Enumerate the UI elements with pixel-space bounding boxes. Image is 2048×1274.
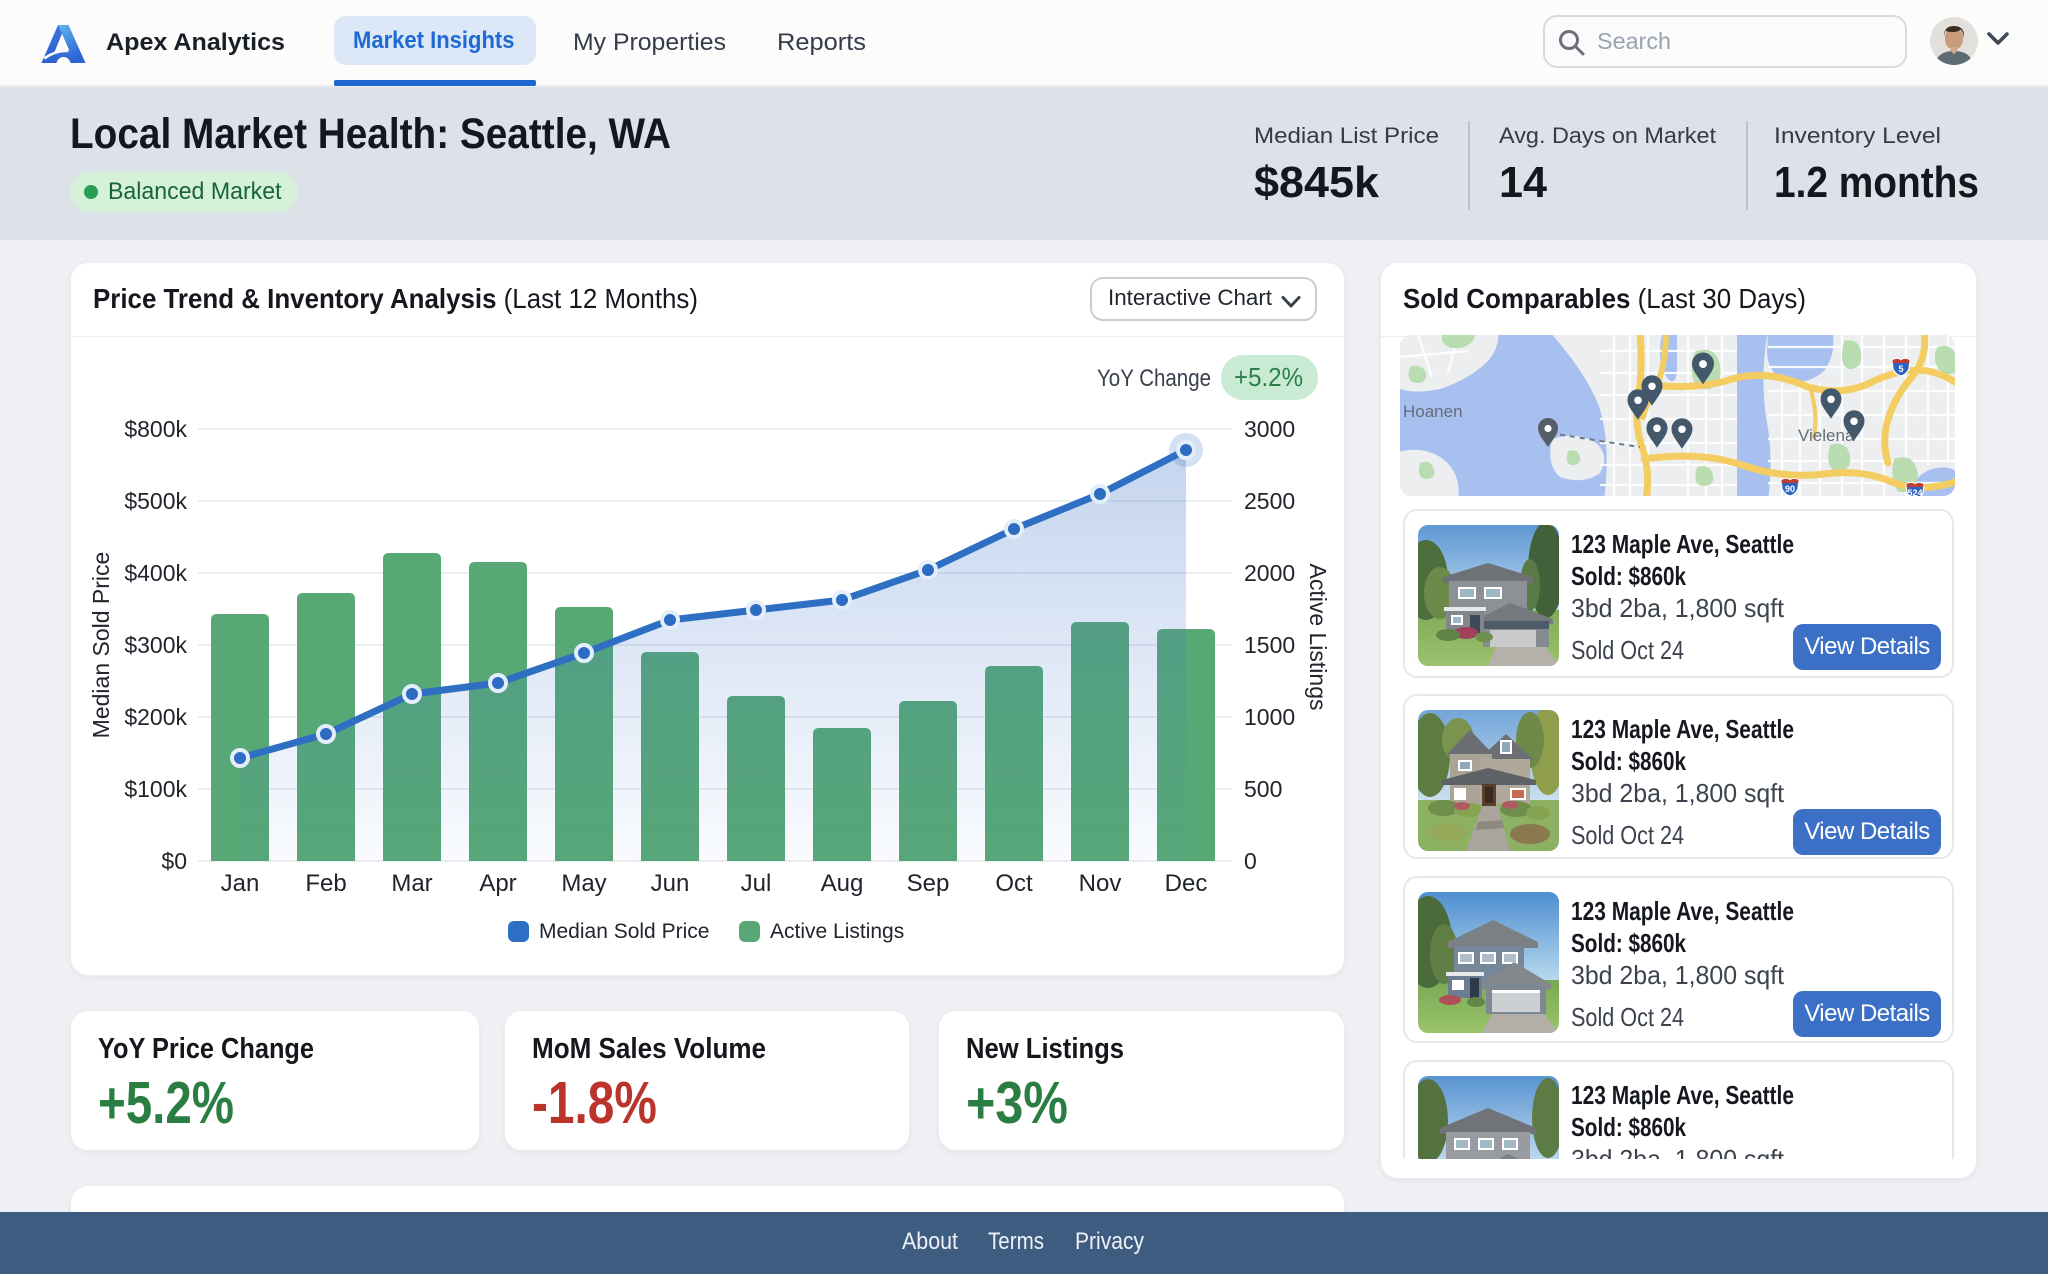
- svg-text:0: 0: [1244, 848, 1257, 874]
- svg-text:Jan: Jan: [221, 870, 260, 897]
- svg-text:Feb: Feb: [305, 870, 346, 897]
- svg-text:$500k: $500k: [124, 488, 187, 514]
- svg-text:Sep: Sep: [907, 870, 950, 897]
- svg-text:$0: $0: [161, 848, 187, 874]
- svg-text:Median Sold Price: Median Sold Price: [539, 920, 709, 943]
- svg-text:Hoanen: Hoanen: [1403, 402, 1463, 421]
- svg-text:2000: 2000: [1244, 560, 1295, 586]
- svg-text:2500: 2500: [1244, 488, 1295, 514]
- svg-text:5: 5: [1898, 364, 1903, 374]
- svg-text:Jun: Jun: [651, 870, 690, 897]
- svg-text:1500: 1500: [1244, 632, 1295, 658]
- svg-text:May: May: [561, 870, 606, 897]
- svg-text:Oct: Oct: [995, 870, 1033, 897]
- svg-text:90: 90: [1785, 484, 1795, 494]
- svg-text:Mar: Mar: [391, 870, 432, 897]
- svg-text:Jul: Jul: [741, 870, 772, 897]
- svg-text:$800k: $800k: [124, 416, 187, 442]
- svg-text:Median Sold Price: Median Sold Price: [88, 552, 114, 739]
- svg-text:$200k: $200k: [124, 704, 187, 730]
- svg-text:Active Listings: Active Listings: [1305, 563, 1331, 710]
- svg-text:$300k: $300k: [124, 632, 187, 658]
- svg-text:$400k: $400k: [124, 560, 187, 586]
- svg-text:Aug: Aug: [821, 870, 864, 897]
- svg-text:Vielena: Vielena: [1798, 426, 1855, 445]
- svg-text:Dec: Dec: [1165, 870, 1208, 897]
- svg-text:524: 524: [1907, 488, 1922, 496]
- svg-text:$100k: $100k: [124, 776, 187, 802]
- svg-text:Nov: Nov: [1079, 870, 1122, 897]
- svg-text:500: 500: [1244, 776, 1282, 802]
- svg-text:Apr: Apr: [479, 870, 516, 897]
- svg-text:1000: 1000: [1244, 704, 1295, 730]
- svg-text:Active Listings: Active Listings: [770, 920, 904, 943]
- svg-text:3000: 3000: [1244, 416, 1295, 442]
